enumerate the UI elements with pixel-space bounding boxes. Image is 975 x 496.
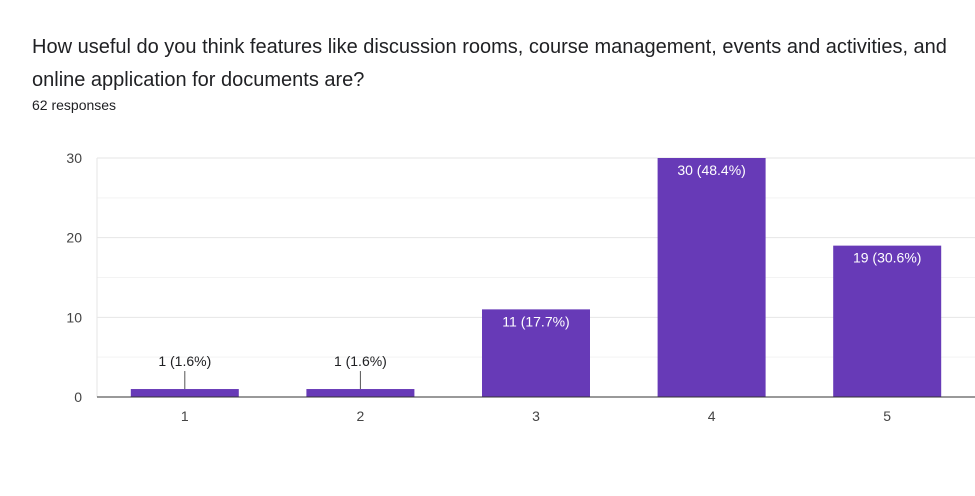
x-tick-label: 1 [181,408,189,424]
y-tick-label: 0 [74,389,82,405]
response-count: 62 responses [32,97,117,113]
bar [306,389,415,397]
data-label: 1 (1.6%) [334,353,387,369]
x-tick-label: 3 [532,408,540,424]
x-tick-label: 2 [357,408,365,424]
y-tick-label: 20 [66,230,82,246]
data-label: 30 (48.4%) [677,162,745,178]
bar [657,158,766,397]
y-tick-label: 10 [66,309,82,325]
y-tick-label: 30 [66,150,82,166]
data-label: 11 (17.7%) [502,313,569,329]
x-tick-label: 4 [708,408,716,424]
bars [130,158,942,397]
bar [130,389,239,397]
data-label: 1 (1.6%) [158,353,211,369]
question-title: How useful do you think features like di… [32,36,947,91]
bar [833,245,942,397]
bar [482,309,590,397]
x-tick-label: 5 [883,408,891,424]
data-label: 19 (30.6%) [853,250,921,266]
labels: 0 10 20 30 1 1 (1.6%) 2 1 (1.6%) 3 11 (17.7%) 4 30 … [66,150,921,424]
